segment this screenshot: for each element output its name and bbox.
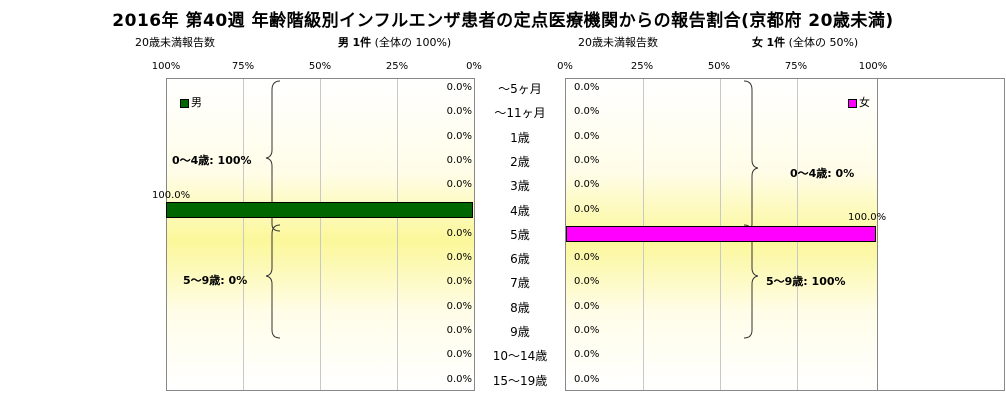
male-value-label: 0.0%: [446, 276, 472, 288]
male-plot-area: [166, 78, 475, 391]
female-value-label: 0.0%: [574, 106, 600, 118]
female-value-label: 0.0%: [574, 203, 600, 215]
gridline: [397, 79, 398, 390]
male-value-label: 0.0%: [446, 154, 472, 166]
age-category-label: ～11ヶ月: [494, 106, 546, 121]
gridline: [243, 79, 244, 390]
plot-frame: [876, 78, 1005, 391]
female-bar: [566, 225, 876, 242]
left-tick-100: 100%: [151, 61, 181, 72]
left-group-5-9-label: 5～9歳: 0%: [183, 274, 248, 287]
right-group-5-9-label: 5～9歳: 100%: [766, 275, 846, 288]
female-value-label: 0.0%: [574, 300, 600, 312]
legend-swatch-female: [848, 98, 857, 108]
right-tick-100: 100%: [858, 61, 888, 72]
left-sex: 男: [338, 36, 349, 49]
age-category-label: 5歳: [510, 227, 530, 242]
legend-male-label: 男: [191, 96, 202, 109]
right-tick-25: 25%: [630, 61, 654, 72]
age-category-label: ～5ヶ月: [498, 82, 542, 96]
female-value-label: 0.0%: [574, 252, 600, 264]
female-value-label: 0.0%: [574, 154, 600, 166]
chart-title: 2016年 第40週 年齢階級別インフルエンザ患者の定点医療機関からの報告割合(…: [112, 11, 894, 31]
right-summary: 女 1件 (全体の 50%): [752, 34, 858, 50]
age-category-label: 7歳: [510, 276, 530, 291]
left-group-0-4-label: 0～4歳: 100%: [172, 154, 252, 167]
age-category-label: 3歳: [510, 179, 530, 194]
gridline: [320, 79, 321, 390]
female-value-label: 100.0%: [848, 211, 887, 223]
left-tick-0: 0%: [466, 61, 482, 72]
female-value-label: 0.0%: [574, 179, 600, 191]
age-category-label: 2歳: [510, 154, 530, 169]
left-summary: 男 1件 (全体の 100%): [338, 34, 451, 50]
left-tick-25: 25%: [385, 61, 409, 72]
age-category-label: 4歳: [510, 203, 530, 218]
female-value-label: 0.0%: [574, 276, 600, 288]
left-share: (全体の 100%): [374, 36, 452, 49]
male-value-label: 0.0%: [446, 82, 472, 93]
right-sex: 女: [752, 36, 763, 49]
male-value-label: 0.0%: [446, 373, 472, 385]
right-tick-50: 50%: [707, 61, 731, 72]
female-value-label: 0.0%: [574, 130, 600, 142]
female-value-label: 0.0%: [574, 325, 600, 336]
legend-female: 女: [848, 94, 870, 110]
right-tick-75: 75%: [784, 61, 808, 72]
male-value-label: 0.0%: [446, 325, 472, 336]
left-bracket-0-4: [265, 80, 281, 232]
age-category-label: 9歳: [510, 325, 530, 339]
male-value-label: 0.0%: [446, 252, 472, 264]
right-tick-0: 0%: [557, 61, 573, 72]
female-value-label: 0.0%: [574, 82, 600, 93]
left-bracket-5-9: [265, 224, 281, 339]
male-value-label: 0.0%: [446, 106, 472, 118]
right-count: 1件: [766, 36, 786, 49]
age-category-label: 8歳: [510, 300, 530, 315]
left-count-label: 20歳未満報告数: [135, 36, 215, 49]
female-value-label: 0.0%: [574, 373, 600, 385]
legend-swatch-male: [180, 98, 189, 108]
right-count-label: 20歳未満報告数: [578, 36, 658, 49]
legend-female-label: 女: [859, 96, 870, 109]
age-category-label: 1歳: [510, 130, 530, 145]
male-value-label: 0.0%: [446, 179, 472, 191]
age-category-label: 10～14歳: [492, 349, 548, 364]
left-count: 1件: [352, 36, 372, 49]
male-value-label: 100.0%: [152, 189, 191, 201]
right-share: (全体の 50%): [788, 36, 859, 49]
right-group-0-4-label: 0～4歳: 0%: [790, 167, 855, 180]
female-value-label: 0.0%: [574, 349, 600, 361]
left-tick-75: 75%: [231, 61, 255, 72]
male-value-label: 0.0%: [446, 227, 472, 239]
male-value-label: 0.0%: [446, 130, 472, 142]
male-value-label: 0.0%: [446, 300, 472, 312]
age-category-label: 15～19歳: [492, 373, 548, 388]
male-bar: [166, 201, 473, 218]
male-value-label: 0.0%: [446, 349, 472, 361]
left-tick-50: 50%: [308, 61, 332, 72]
age-category-label: 6歳: [510, 252, 530, 267]
legend-male: 男: [180, 94, 202, 110]
